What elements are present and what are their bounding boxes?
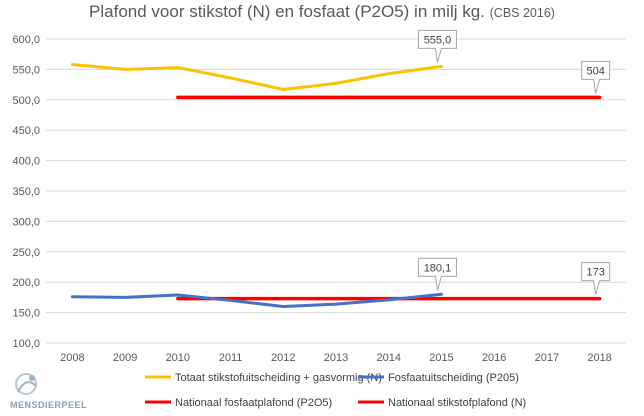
- x-tick-label: 2014: [376, 352, 400, 364]
- chart-title-main: Plafond voor stikstof (N) en fosfaat (P2…: [89, 2, 485, 21]
- x-tick-label: 2010: [166, 352, 190, 364]
- x-tick-label: 2016: [482, 352, 506, 364]
- y-tick-label: 200,0: [12, 277, 40, 289]
- chart-title: Plafond voor stikstof (N) en fosfaat (P2…: [0, 2, 644, 22]
- y-tick-label: 600,0: [12, 34, 40, 46]
- x-tick-label: 2017: [535, 352, 559, 364]
- series-line-0: [70, 63, 443, 91]
- legend-label: Nationaal fosfaatplafond (P2O5): [175, 397, 332, 409]
- data-callout: 173: [581, 262, 611, 295]
- y-tick-label: 550,0: [12, 64, 40, 76]
- data-callout: 504: [581, 60, 611, 94]
- y-tick-label: 450,0: [12, 125, 40, 137]
- y-tick-label: 500,0: [12, 95, 40, 107]
- data-label: 173: [586, 267, 604, 279]
- x-tick-label: 2013: [324, 352, 348, 364]
- x-tick-label: 2011: [219, 352, 243, 364]
- callout-box: [417, 29, 457, 63]
- y-tick-label: 400,0: [12, 156, 40, 168]
- callout-box: [417, 257, 457, 291]
- x-tick-label: 2009: [113, 352, 137, 364]
- logo-text: MENSDIERPEEL: [10, 400, 88, 410]
- y-tick-label: 300,0: [12, 216, 40, 228]
- data-label: 555,0: [424, 34, 452, 46]
- x-tick-label: 2008: [60, 352, 84, 364]
- y-tick-label: 100,0: [12, 338, 40, 350]
- callout-box: [581, 60, 611, 94]
- logo-icon: [15, 373, 37, 395]
- series-line-1: [70, 292, 443, 309]
- chart-title-sub: (CBS 2016): [489, 6, 555, 20]
- data-callout: 180,1: [417, 257, 457, 291]
- x-tick-label: 2012: [271, 352, 295, 364]
- legend-label: Nationaal stikstofplafond (N): [388, 397, 526, 409]
- legend-label: Totaat stikstofuitscheiding + gasvormig …: [175, 372, 382, 384]
- y-tick-label: 250,0: [12, 247, 40, 259]
- legend-label: Fosfaatuitscheiding (P205): [388, 372, 519, 384]
- data-label: 504: [586, 65, 604, 77]
- data-callout: 555,0: [417, 29, 457, 63]
- data-label: 180,1: [424, 262, 452, 274]
- y-tick-label: 350,0: [12, 186, 40, 198]
- x-tick-label: 2015: [429, 352, 453, 364]
- callout-box: [581, 262, 611, 295]
- y-tick-label: 150,0: [12, 308, 40, 320]
- x-tick-label: 2018: [587, 352, 611, 364]
